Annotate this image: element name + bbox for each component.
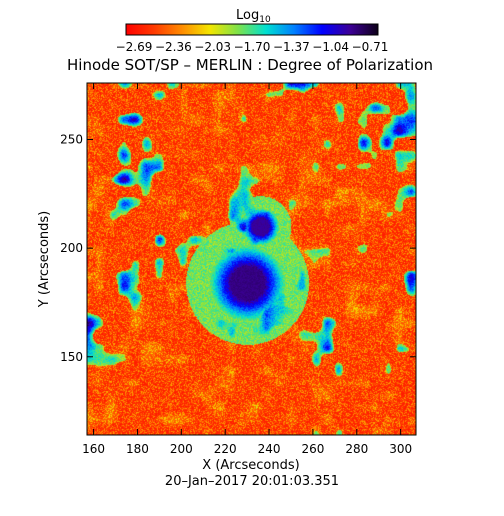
colorbar-tick-label: −0.71 (352, 40, 389, 54)
colorbar-title: Log10 (236, 8, 271, 25)
x-tick-label: 180 (126, 442, 149, 456)
x-axis-label: X (Arcseconds) (202, 458, 299, 473)
x-axis-ticks: 160 180 200 220 240 260 280 300 (82, 83, 412, 456)
x-tick-label: 260 (301, 442, 324, 456)
colorbar-tick-label: −1.04 (312, 40, 349, 54)
y-tick-label: 150 (60, 350, 83, 364)
y-tick-label: 200 (60, 241, 83, 255)
x-tick-label: 200 (170, 442, 193, 456)
y-axis-ticks: 150 200 250 (60, 132, 416, 364)
heatmap-image (87, 83, 416, 435)
colorbar-gradient (125, 23, 379, 36)
colorbar-tick-labels: −2.69 −2.36 −2.03 −1.70 −1.37 −1.04 −0.71 (116, 40, 389, 54)
x-tick-label: 300 (389, 442, 412, 456)
x-tick-label: 280 (345, 442, 368, 456)
colorbar (125, 23, 379, 36)
y-tick-label: 250 (60, 132, 83, 146)
x-tick-label: 220 (214, 442, 237, 456)
colorbar-tick-label: −2.69 (116, 40, 153, 54)
colorbar-tick-label: −2.36 (155, 40, 192, 54)
observation-date: 20–Jan–2017 20:01:03.351 (165, 474, 339, 489)
colorbar-tick-label: −1.70 (234, 40, 271, 54)
chart-title: Hinode SOT/SP – MERLIN : Degree of Polar… (67, 56, 433, 74)
plot-frame (86, 82, 417, 436)
x-tick-label: 160 (82, 442, 105, 456)
colorbar-tick-label: −2.03 (194, 40, 231, 54)
y-axis-label: Y (Arcseconds) (37, 211, 52, 308)
colorbar-tick-label: −1.37 (273, 40, 310, 54)
x-tick-label: 240 (258, 442, 281, 456)
